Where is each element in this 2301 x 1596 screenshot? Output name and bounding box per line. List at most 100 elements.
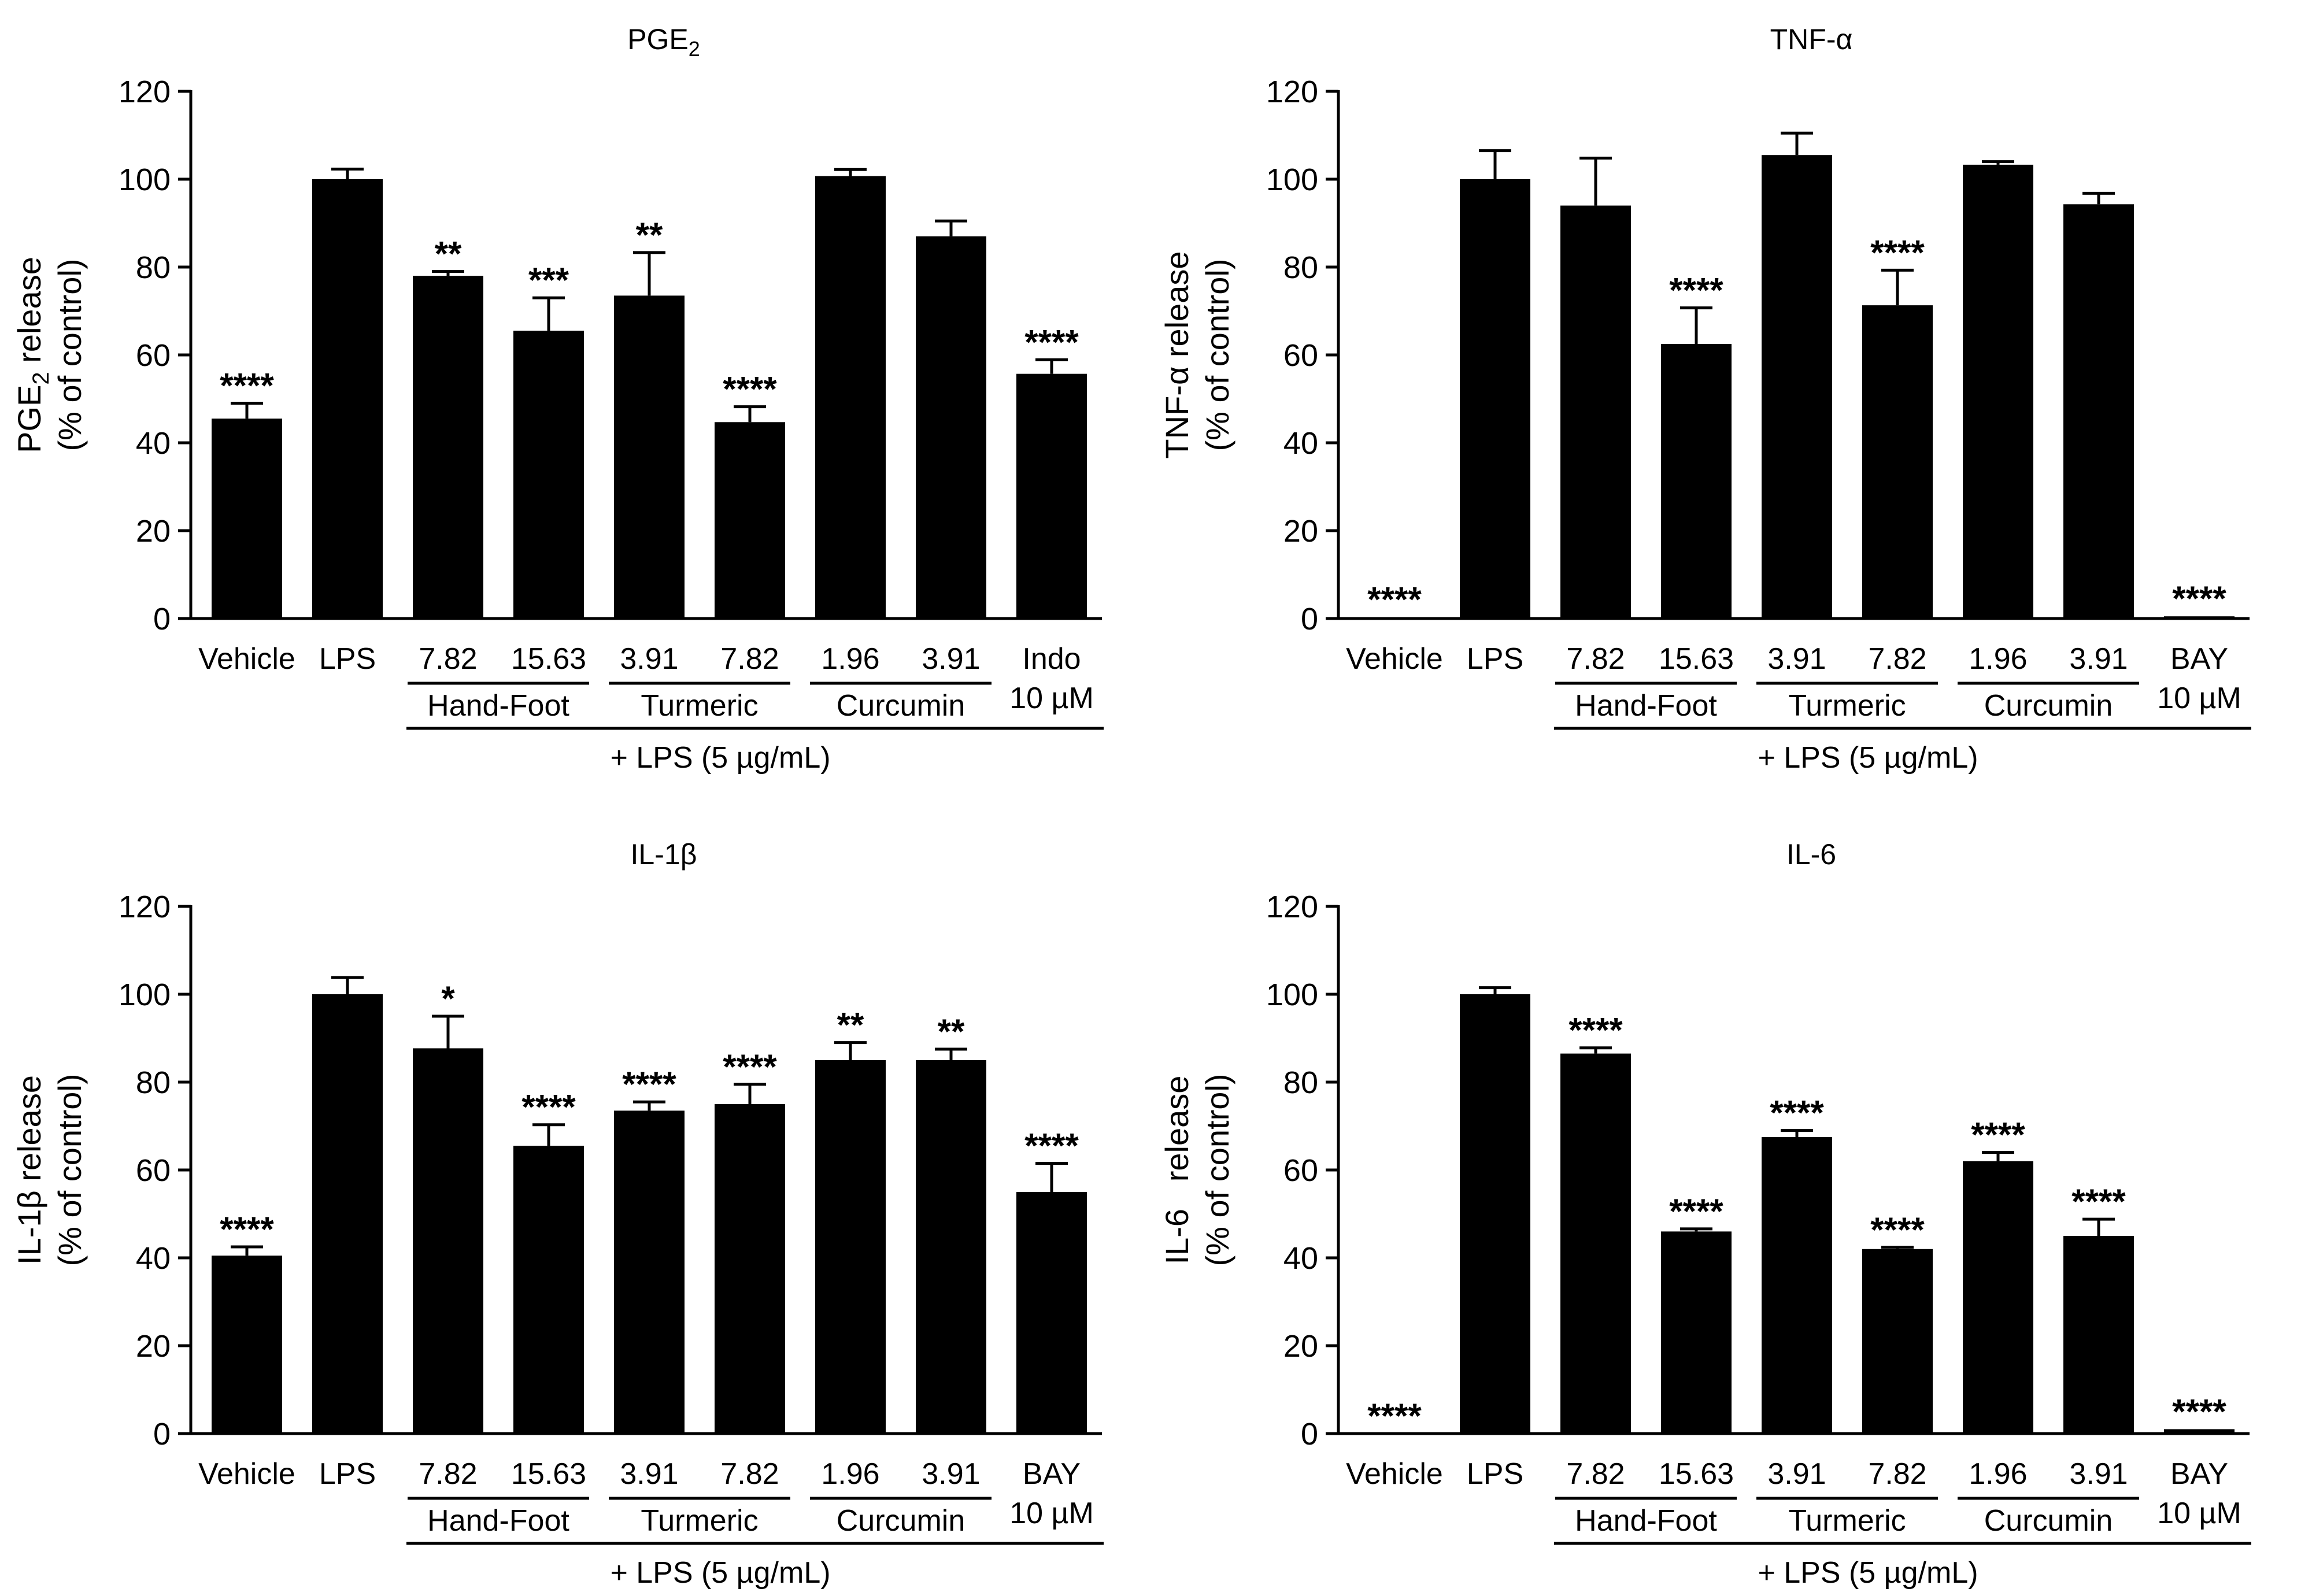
significance-label: **** bbox=[1770, 1094, 1824, 1132]
significance-label: **** bbox=[521, 1088, 576, 1127]
significance-label: **** bbox=[2172, 1392, 2226, 1431]
y-tick-label: 0 bbox=[153, 602, 171, 636]
y-tick-label: 40 bbox=[136, 426, 171, 461]
chart-panel-4: IL-6IL-6 release (% of control)0204060801… bbox=[1159, 838, 2251, 1590]
y-tick-label: 60 bbox=[1283, 1153, 1318, 1188]
x-category-label: BAY bbox=[2170, 642, 2228, 676]
bar bbox=[1016, 1192, 1087, 1434]
y-tick-label: 80 bbox=[1283, 250, 1318, 285]
y-axis-label: PGE2 release bbox=[11, 257, 54, 453]
significance-label: **** bbox=[220, 1210, 274, 1249]
bar bbox=[1016, 373, 1087, 619]
significance-label: *** bbox=[528, 261, 569, 299]
bar bbox=[212, 1256, 282, 1434]
x-category-label: LPS bbox=[1467, 1457, 1523, 1491]
y-tick-label: 100 bbox=[1266, 162, 1318, 197]
chart-title: IL-1β bbox=[631, 838, 697, 871]
x-category-label-line2: 10 µM bbox=[2157, 682, 2241, 715]
significance-label: **** bbox=[1870, 233, 1925, 272]
x-category-label: 3.91 bbox=[2069, 1457, 2128, 1491]
treatment-label: + LPS (5 µg/mL) bbox=[1758, 1556, 1978, 1590]
y-tick-label: 40 bbox=[1283, 1241, 1318, 1276]
significance-label: **** bbox=[622, 1065, 676, 1104]
bar bbox=[815, 1060, 886, 1434]
y-axis-label-rest: release bbox=[11, 257, 47, 372]
x-category-label: 3.91 bbox=[1767, 642, 1826, 676]
bar bbox=[2063, 204, 2134, 619]
x-category-label: 15.63 bbox=[511, 1457, 586, 1491]
y-axis-label-name: IL-6 bbox=[1159, 1209, 1195, 1265]
y-axis-label-name: PGE bbox=[11, 385, 47, 453]
group-label: Curcumin bbox=[837, 689, 965, 723]
y-tick-label: 80 bbox=[1283, 1065, 1318, 1100]
y-tick-label: 0 bbox=[1301, 1417, 1318, 1451]
x-category-label: 3.91 bbox=[620, 1457, 678, 1491]
bar bbox=[1359, 617, 1430, 619]
x-category-label: 7.82 bbox=[720, 642, 779, 676]
x-category-label: 3.91 bbox=[2069, 642, 2128, 676]
significance-label: **** bbox=[2071, 1182, 2126, 1221]
significance-label: ** bbox=[636, 216, 663, 254]
group-label: Turmeric bbox=[641, 689, 758, 723]
bar bbox=[1560, 1053, 1631, 1434]
bar bbox=[2164, 1429, 2235, 1434]
x-category-label: 15.63 bbox=[1659, 642, 1734, 676]
bar bbox=[212, 419, 282, 619]
significance-label: * bbox=[441, 979, 455, 1018]
bar bbox=[413, 276, 483, 619]
bar bbox=[916, 1060, 986, 1434]
x-category-label: 3.91 bbox=[922, 1457, 980, 1491]
significance-label: ** bbox=[837, 1006, 864, 1045]
x-category-label: LPS bbox=[319, 1457, 376, 1491]
group-label: Turmeric bbox=[641, 1504, 758, 1538]
group-label: Curcumin bbox=[837, 1504, 965, 1538]
x-category-label: 7.82 bbox=[1868, 642, 1926, 676]
group-label: Turmeric bbox=[1788, 689, 1906, 723]
x-category-label: 3.91 bbox=[1767, 1457, 1826, 1491]
group-label: Hand-Foot bbox=[1575, 689, 1717, 723]
bar bbox=[715, 422, 785, 619]
significance-label: **** bbox=[1024, 1127, 1079, 1165]
x-category-label: Vehicle bbox=[198, 1457, 295, 1491]
y-tick-label: 20 bbox=[136, 514, 171, 549]
x-category-label: 15.63 bbox=[511, 642, 586, 676]
x-category-label: Indo bbox=[1022, 642, 1081, 676]
y-tick-label: 20 bbox=[1283, 1329, 1318, 1364]
y-tick-label: 80 bbox=[136, 1065, 171, 1100]
significance-label: **** bbox=[723, 370, 777, 409]
x-category-label-line2: 10 µM bbox=[2157, 1497, 2241, 1530]
significance-label: **** bbox=[1870, 1210, 1925, 1249]
significance-label: **** bbox=[1568, 1011, 1623, 1050]
bar bbox=[1661, 344, 1732, 619]
treatment-label: + LPS (5 µg/mL) bbox=[610, 1556, 830, 1590]
y-axis-label-name: TNF-α bbox=[1159, 366, 1195, 459]
group-label: Hand-Foot bbox=[427, 689, 569, 723]
x-category-label: LPS bbox=[1467, 642, 1523, 676]
significance-label: **** bbox=[1024, 323, 1079, 361]
y-tick-label: 20 bbox=[136, 1329, 171, 1364]
y-tick-label: 120 bbox=[119, 75, 171, 109]
bar bbox=[614, 1110, 685, 1434]
significance-label: **** bbox=[1367, 1397, 1422, 1435]
chart-title: IL-6 bbox=[1786, 838, 1836, 871]
x-category-label: 7.82 bbox=[1566, 642, 1625, 676]
x-category-label: 7.82 bbox=[1868, 1457, 1926, 1491]
y-tick-label: 100 bbox=[1266, 977, 1318, 1012]
y-tick-label: 120 bbox=[1266, 75, 1318, 109]
y-axis-label-subscript: 2 bbox=[28, 372, 54, 384]
x-category-label: 1.96 bbox=[1969, 1457, 2027, 1491]
x-category-label: Vehicle bbox=[198, 642, 295, 676]
significance-label: **** bbox=[1669, 1192, 1723, 1231]
y-axis-label-line2: (% of control) bbox=[1199, 259, 1235, 451]
significance-label: **** bbox=[1971, 1116, 2025, 1154]
y-tick-label: 100 bbox=[119, 162, 171, 197]
y-tick-label: 0 bbox=[153, 1417, 171, 1451]
x-category-label: 3.91 bbox=[922, 642, 980, 676]
y-axis-label-rest: release bbox=[1159, 1076, 1195, 1209]
y-tick-label: 40 bbox=[136, 1241, 171, 1276]
x-category-label-line2: 10 µM bbox=[1009, 682, 1094, 715]
y-tick-label: 80 bbox=[136, 250, 171, 285]
y-axis-label: IL-6 release bbox=[1159, 1076, 1195, 1265]
